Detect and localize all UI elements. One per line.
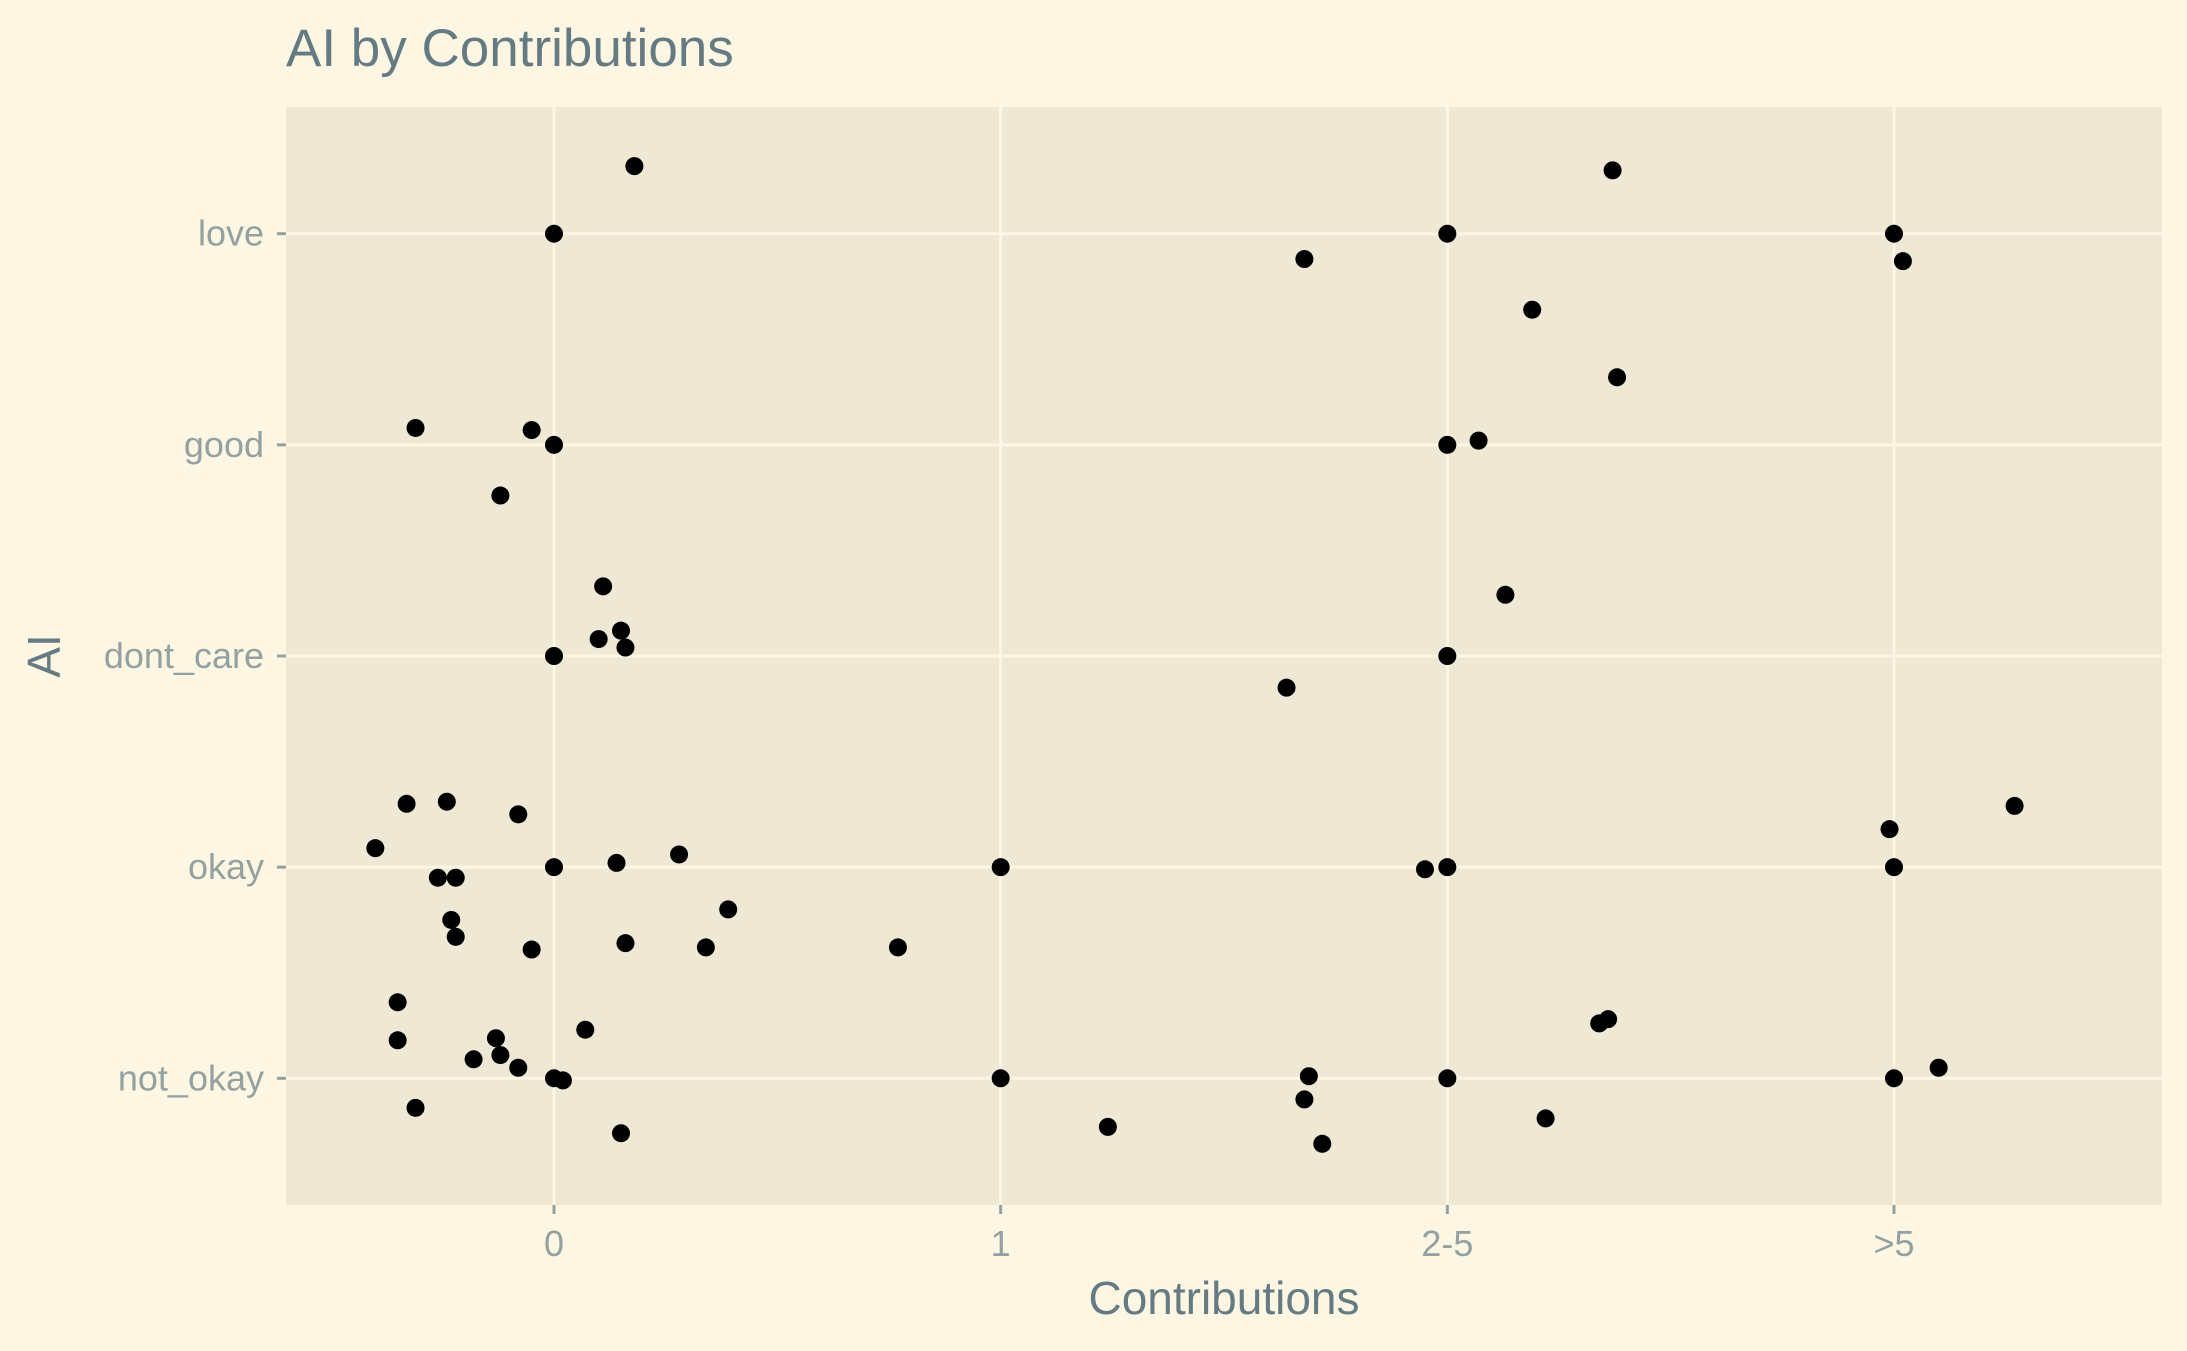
data-point xyxy=(1295,250,1314,269)
data-point xyxy=(1299,1067,1318,1086)
data-point xyxy=(1438,435,1457,454)
data-point xyxy=(509,805,528,824)
data-point xyxy=(1416,860,1434,879)
data-point xyxy=(1885,224,1903,243)
data-point xyxy=(1929,1058,1948,1077)
data-point xyxy=(545,224,563,243)
data-point xyxy=(696,938,715,957)
data-point xyxy=(1880,820,1899,839)
x-tick-label: >5 xyxy=(1873,1223,1914,1264)
data-point xyxy=(437,792,456,811)
data-point xyxy=(1438,1069,1457,1088)
data-point xyxy=(388,1031,407,1050)
data-point xyxy=(545,858,563,877)
data-point xyxy=(1590,1014,1609,1033)
data-point xyxy=(1098,1117,1117,1136)
data-point xyxy=(1313,1134,1332,1153)
data-point xyxy=(1885,858,1903,877)
data-point xyxy=(446,868,465,887)
data-point xyxy=(1893,252,1912,271)
x-tick-label: 0 xyxy=(544,1223,564,1264)
data-point xyxy=(670,845,689,864)
data-point xyxy=(522,940,541,959)
data-point xyxy=(616,638,635,657)
data-point xyxy=(491,1046,510,1065)
data-point xyxy=(491,486,510,505)
data-point xyxy=(1438,224,1457,243)
data-point xyxy=(589,630,608,649)
chart-title: AI by Contributions xyxy=(286,19,734,78)
data-point xyxy=(1603,161,1622,180)
data-point xyxy=(1608,368,1627,387)
data-point xyxy=(446,927,465,946)
data-point xyxy=(576,1020,595,1039)
data-point xyxy=(397,794,416,813)
data-point xyxy=(366,839,385,858)
data-point xyxy=(1438,647,1457,665)
data-point xyxy=(612,621,630,640)
data-point xyxy=(1536,1109,1555,1128)
data-point xyxy=(545,647,563,665)
data-point xyxy=(406,1098,425,1117)
x-tick-label: 1 xyxy=(991,1223,1011,1264)
data-point xyxy=(594,577,613,596)
y-tick-label: good xyxy=(184,424,264,465)
x-axis-title: Contributions xyxy=(1088,1272,1359,1324)
data-point xyxy=(388,993,407,1012)
y-axis-title: AI xyxy=(18,634,70,677)
axis-ticks: 0 1 2-5 >5 not_okay okay dont_care good love xyxy=(104,213,1915,1264)
x-tick-label: 2-5 xyxy=(1421,1223,1473,1264)
data-point xyxy=(486,1029,505,1048)
data-point xyxy=(612,1124,630,1143)
y-tick-label: okay xyxy=(188,846,264,887)
y-tick-label: dont_care xyxy=(104,635,264,676)
data-point xyxy=(406,418,425,437)
data-point xyxy=(607,853,626,872)
data-point xyxy=(1469,431,1488,450)
data-point xyxy=(464,1050,483,1069)
data-point xyxy=(509,1058,528,1077)
data-point xyxy=(428,868,447,887)
data-point xyxy=(616,934,635,953)
data-point xyxy=(1496,585,1515,604)
data-point xyxy=(991,858,1010,877)
data-point xyxy=(553,1071,572,1090)
data-point xyxy=(888,938,907,957)
data-point xyxy=(2005,796,2024,815)
data-point xyxy=(1885,1069,1903,1088)
y-tick-label: love xyxy=(198,213,264,254)
data-point xyxy=(1438,858,1457,877)
data-points xyxy=(366,157,2024,1153)
grid-lines xyxy=(286,107,2162,1205)
data-point xyxy=(1277,678,1296,697)
data-point xyxy=(545,435,563,454)
data-point xyxy=(625,157,644,176)
data-point xyxy=(719,900,738,919)
data-point xyxy=(442,910,461,929)
data-point xyxy=(1523,300,1542,319)
data-point xyxy=(991,1069,1010,1088)
data-point xyxy=(522,421,541,440)
y-tick-label: not_okay xyxy=(118,1057,264,1098)
data-point xyxy=(1295,1090,1314,1109)
